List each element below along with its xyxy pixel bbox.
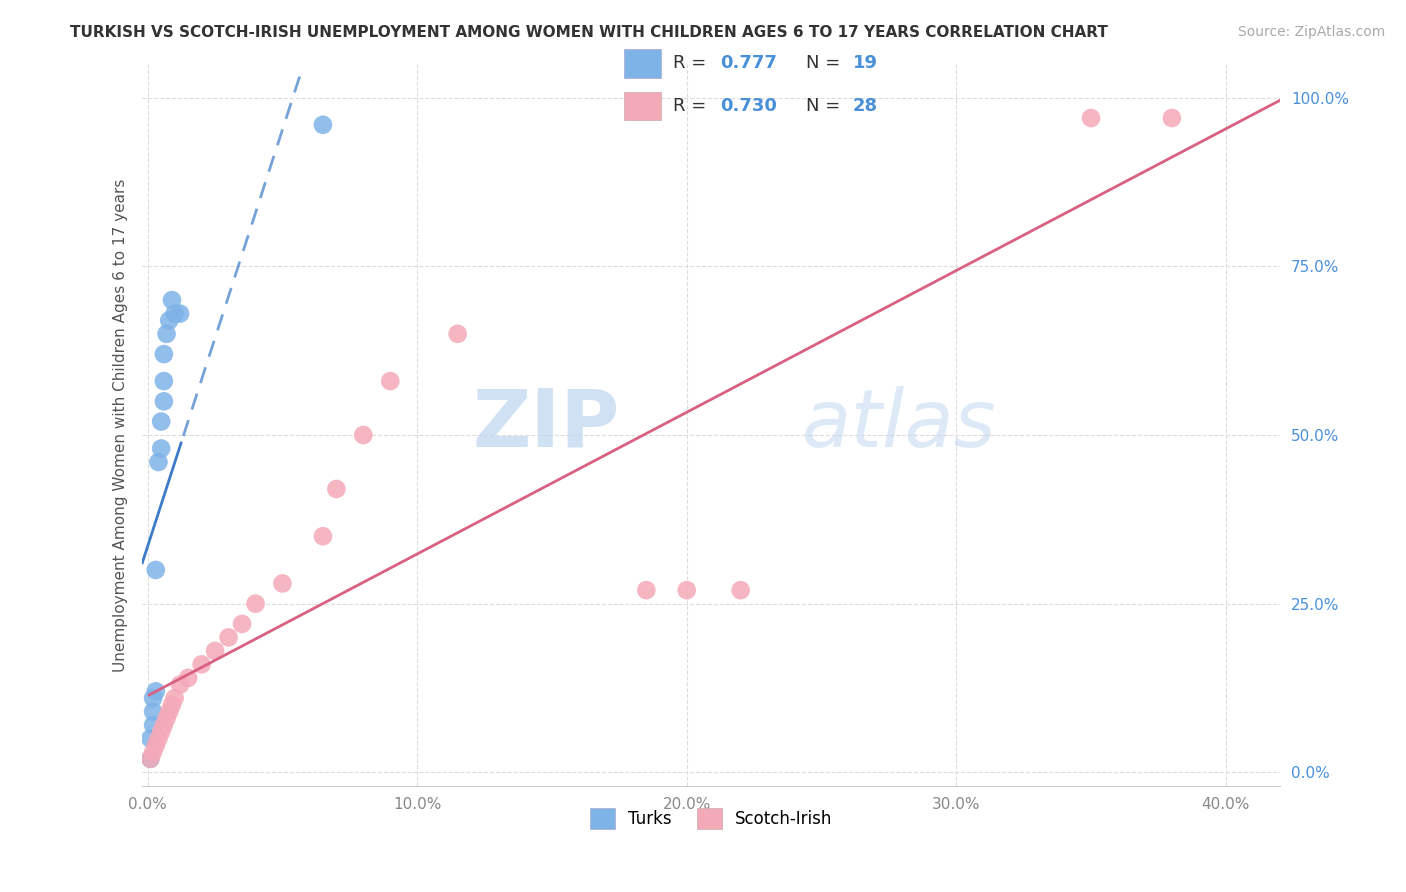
Point bbox=[169, 677, 191, 691]
Text: 0.730: 0.730 bbox=[720, 97, 776, 115]
Point bbox=[142, 691, 165, 706]
Point bbox=[447, 326, 470, 341]
FancyBboxPatch shape bbox=[624, 92, 661, 120]
Point bbox=[1080, 111, 1102, 125]
Point bbox=[148, 455, 170, 469]
Point bbox=[160, 293, 183, 307]
Point bbox=[730, 583, 752, 598]
Point bbox=[153, 374, 176, 388]
Point bbox=[139, 731, 162, 746]
Point bbox=[231, 616, 253, 631]
Text: atlas: atlas bbox=[801, 386, 997, 464]
Point bbox=[142, 705, 165, 719]
Point bbox=[145, 739, 167, 753]
Point bbox=[145, 684, 167, 698]
Point bbox=[163, 307, 186, 321]
Point bbox=[325, 482, 347, 496]
Point bbox=[352, 428, 374, 442]
Text: 0.777: 0.777 bbox=[720, 54, 776, 72]
Point bbox=[142, 718, 165, 732]
Point bbox=[153, 718, 176, 732]
Point bbox=[142, 745, 165, 759]
Point bbox=[675, 583, 697, 598]
Point bbox=[155, 326, 177, 341]
Point bbox=[150, 415, 173, 429]
Point bbox=[139, 752, 162, 766]
Text: ZIP: ZIP bbox=[472, 386, 620, 464]
FancyBboxPatch shape bbox=[624, 49, 661, 78]
Point bbox=[150, 442, 173, 456]
Text: TURKISH VS SCOTCH-IRISH UNEMPLOYMENT AMONG WOMEN WITH CHILDREN AGES 6 TO 17 YEAR: TURKISH VS SCOTCH-IRISH UNEMPLOYMENT AMO… bbox=[70, 25, 1108, 40]
Point bbox=[139, 752, 162, 766]
Y-axis label: Unemployment Among Women with Children Ages 6 to 17 years: Unemployment Among Women with Children A… bbox=[114, 178, 128, 672]
Point bbox=[150, 724, 173, 739]
Point bbox=[155, 711, 177, 725]
Point bbox=[636, 583, 658, 598]
Legend: Turks, Scotch-Irish: Turks, Scotch-Irish bbox=[583, 802, 839, 835]
Text: N =: N = bbox=[807, 54, 846, 72]
Point bbox=[190, 657, 212, 672]
Point bbox=[153, 394, 176, 409]
Point bbox=[169, 307, 191, 321]
Point bbox=[204, 644, 226, 658]
Point bbox=[160, 698, 183, 712]
Point bbox=[163, 691, 186, 706]
Point bbox=[148, 731, 170, 746]
Point bbox=[153, 347, 176, 361]
Text: N =: N = bbox=[807, 97, 846, 115]
Point bbox=[245, 597, 267, 611]
Point bbox=[157, 705, 180, 719]
Point bbox=[157, 313, 180, 327]
Text: 28: 28 bbox=[853, 97, 877, 115]
Text: R =: R = bbox=[673, 97, 713, 115]
Point bbox=[312, 529, 335, 543]
Point bbox=[177, 671, 200, 685]
Text: 19: 19 bbox=[853, 54, 877, 72]
Text: R =: R = bbox=[673, 54, 713, 72]
Point bbox=[1160, 111, 1182, 125]
Point bbox=[145, 563, 167, 577]
Point bbox=[380, 374, 402, 388]
Point bbox=[271, 576, 294, 591]
Text: Source: ZipAtlas.com: Source: ZipAtlas.com bbox=[1237, 25, 1385, 39]
Point bbox=[218, 631, 240, 645]
Point bbox=[312, 118, 335, 132]
